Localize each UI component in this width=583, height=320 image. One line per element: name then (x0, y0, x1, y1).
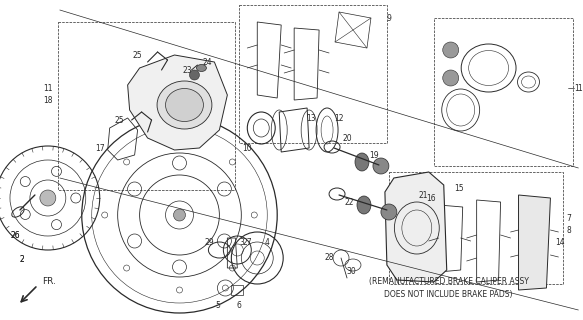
Polygon shape (518, 195, 550, 290)
Text: 18: 18 (43, 95, 52, 105)
Ellipse shape (157, 81, 212, 129)
Text: 28: 28 (324, 253, 334, 262)
Text: FR.: FR. (42, 277, 56, 286)
Text: 30: 30 (346, 268, 356, 276)
Text: 9: 9 (387, 13, 391, 22)
Text: 16: 16 (426, 194, 436, 203)
Text: 19: 19 (369, 150, 379, 159)
Text: 14: 14 (556, 237, 566, 246)
Circle shape (189, 70, 199, 80)
Text: 25: 25 (115, 116, 125, 124)
Ellipse shape (355, 153, 369, 171)
Text: 6: 6 (237, 300, 242, 309)
Text: 12: 12 (334, 114, 344, 123)
Text: 17: 17 (95, 143, 104, 153)
Bar (434, 18, 573, 166)
Circle shape (442, 70, 459, 86)
Text: 2: 2 (20, 255, 24, 265)
Ellipse shape (357, 196, 371, 214)
Text: 8: 8 (566, 226, 571, 235)
Text: 10: 10 (243, 143, 252, 153)
Text: 26: 26 (10, 230, 20, 239)
Text: 27: 27 (243, 237, 252, 246)
Text: 23: 23 (182, 66, 192, 75)
Text: 5: 5 (215, 300, 220, 309)
Text: 22: 22 (344, 197, 354, 206)
Text: 26: 26 (10, 230, 20, 239)
Text: 2: 2 (20, 255, 24, 265)
Circle shape (40, 190, 56, 206)
Text: 1: 1 (577, 84, 582, 92)
Text: 7: 7 (566, 213, 571, 222)
Text: 3: 3 (240, 237, 245, 246)
Text: 20: 20 (342, 133, 352, 142)
Circle shape (442, 42, 459, 58)
Bar (239, 5, 387, 143)
Text: 29: 29 (205, 237, 214, 246)
Text: 24: 24 (203, 58, 212, 67)
Bar (389, 172, 563, 284)
Polygon shape (385, 172, 447, 282)
Polygon shape (128, 55, 227, 150)
Bar (58, 22, 236, 190)
Text: 1: 1 (574, 84, 579, 92)
Text: 4: 4 (265, 237, 270, 246)
Text: 25: 25 (133, 51, 142, 60)
Circle shape (373, 158, 389, 174)
Text: 15: 15 (454, 183, 463, 193)
Text: 21: 21 (418, 190, 427, 199)
Text: 13: 13 (306, 114, 316, 123)
Ellipse shape (196, 65, 206, 71)
Text: 11: 11 (43, 84, 52, 92)
Circle shape (174, 209, 185, 221)
Circle shape (381, 204, 397, 220)
Ellipse shape (166, 89, 203, 122)
Text: (REMANUFACTURED BRAKE CALIPER ASSY
DOES NOT INCLUDE BRAKE PADS): (REMANUFACTURED BRAKE CALIPER ASSY DOES … (369, 277, 529, 299)
